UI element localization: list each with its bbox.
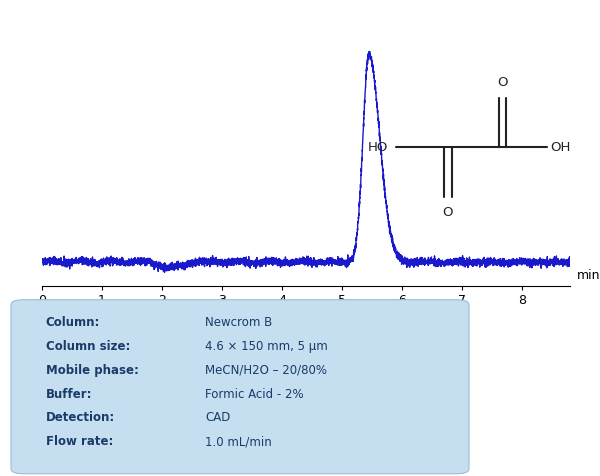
Text: CAD: CAD <box>205 411 231 425</box>
Text: Buffer:: Buffer: <box>46 387 92 401</box>
Text: Mobile phase:: Mobile phase: <box>46 364 139 377</box>
Text: MeCN/H2O – 20/80%: MeCN/H2O – 20/80% <box>205 364 328 377</box>
Text: Newcrom B: Newcrom B <box>205 316 272 329</box>
Text: O: O <box>497 76 508 89</box>
Text: 1.0 mL/min: 1.0 mL/min <box>205 435 272 448</box>
FancyBboxPatch shape <box>11 300 469 474</box>
Text: min: min <box>577 269 600 282</box>
Text: Column size:: Column size: <box>46 340 130 353</box>
Text: Flow rate:: Flow rate: <box>46 435 113 448</box>
Text: 4.6 × 150 mm, 5 μm: 4.6 × 150 mm, 5 μm <box>205 340 328 353</box>
Text: Detection:: Detection: <box>46 411 115 425</box>
Text: Formic Acid - 2%: Formic Acid - 2% <box>205 387 304 401</box>
Text: Column:: Column: <box>46 316 100 329</box>
Text: HO: HO <box>368 141 389 154</box>
Text: OH: OH <box>550 141 571 154</box>
Text: O: O <box>443 206 453 218</box>
